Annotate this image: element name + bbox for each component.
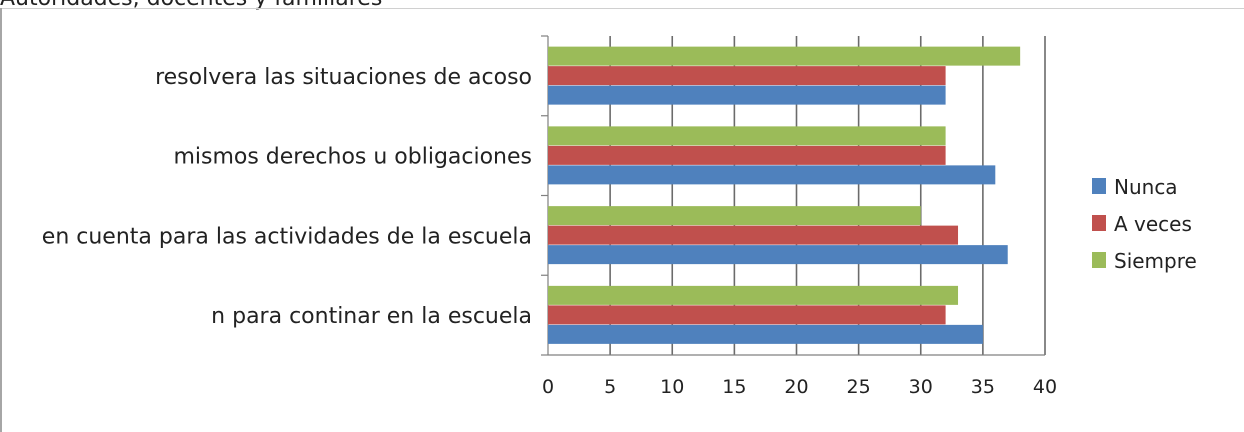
x-tick-label: 5 (604, 376, 616, 398)
x-tick-label: 35 (971, 376, 995, 398)
legend-label: A veces (1114, 212, 1192, 236)
bar (548, 285, 959, 305)
bar (548, 126, 946, 146)
legend-swatch (1092, 252, 1106, 268)
legend-swatch (1092, 178, 1106, 194)
bar (548, 206, 921, 226)
x-tick-label: 10 (660, 376, 684, 398)
x-tick-label: 20 (784, 376, 808, 398)
bar (548, 66, 946, 86)
x-tick-label: 30 (909, 376, 933, 398)
category-label: en cuenta para las actividades de la esc… (42, 224, 532, 249)
x-tick-label: 15 (722, 376, 746, 398)
bar (548, 305, 946, 325)
legend-label: Nunca (1114, 175, 1178, 199)
bar (548, 245, 1008, 265)
frame-left-border (0, 8, 2, 432)
bar (548, 324, 983, 344)
category-label: resolvera las situaciones de acoso (155, 65, 532, 90)
bar (548, 145, 946, 165)
category-label: mismos derechos u obligaciones (173, 145, 532, 170)
legend-swatch (1092, 215, 1106, 231)
x-tick-label: 25 (847, 376, 871, 398)
chart-title-fragment: Autoridades, docentes y familiares (0, 0, 382, 11)
category-label: n para continar en la escuela (211, 304, 532, 329)
frame-top-border (0, 8, 1244, 9)
bar (548, 165, 996, 185)
x-tick-label: 0 (542, 376, 554, 398)
bar (548, 225, 959, 245)
bar (548, 85, 946, 105)
bar (548, 46, 1021, 66)
legend-label: Siempre (1114, 249, 1197, 273)
x-tick-label: 40 (1033, 376, 1057, 398)
